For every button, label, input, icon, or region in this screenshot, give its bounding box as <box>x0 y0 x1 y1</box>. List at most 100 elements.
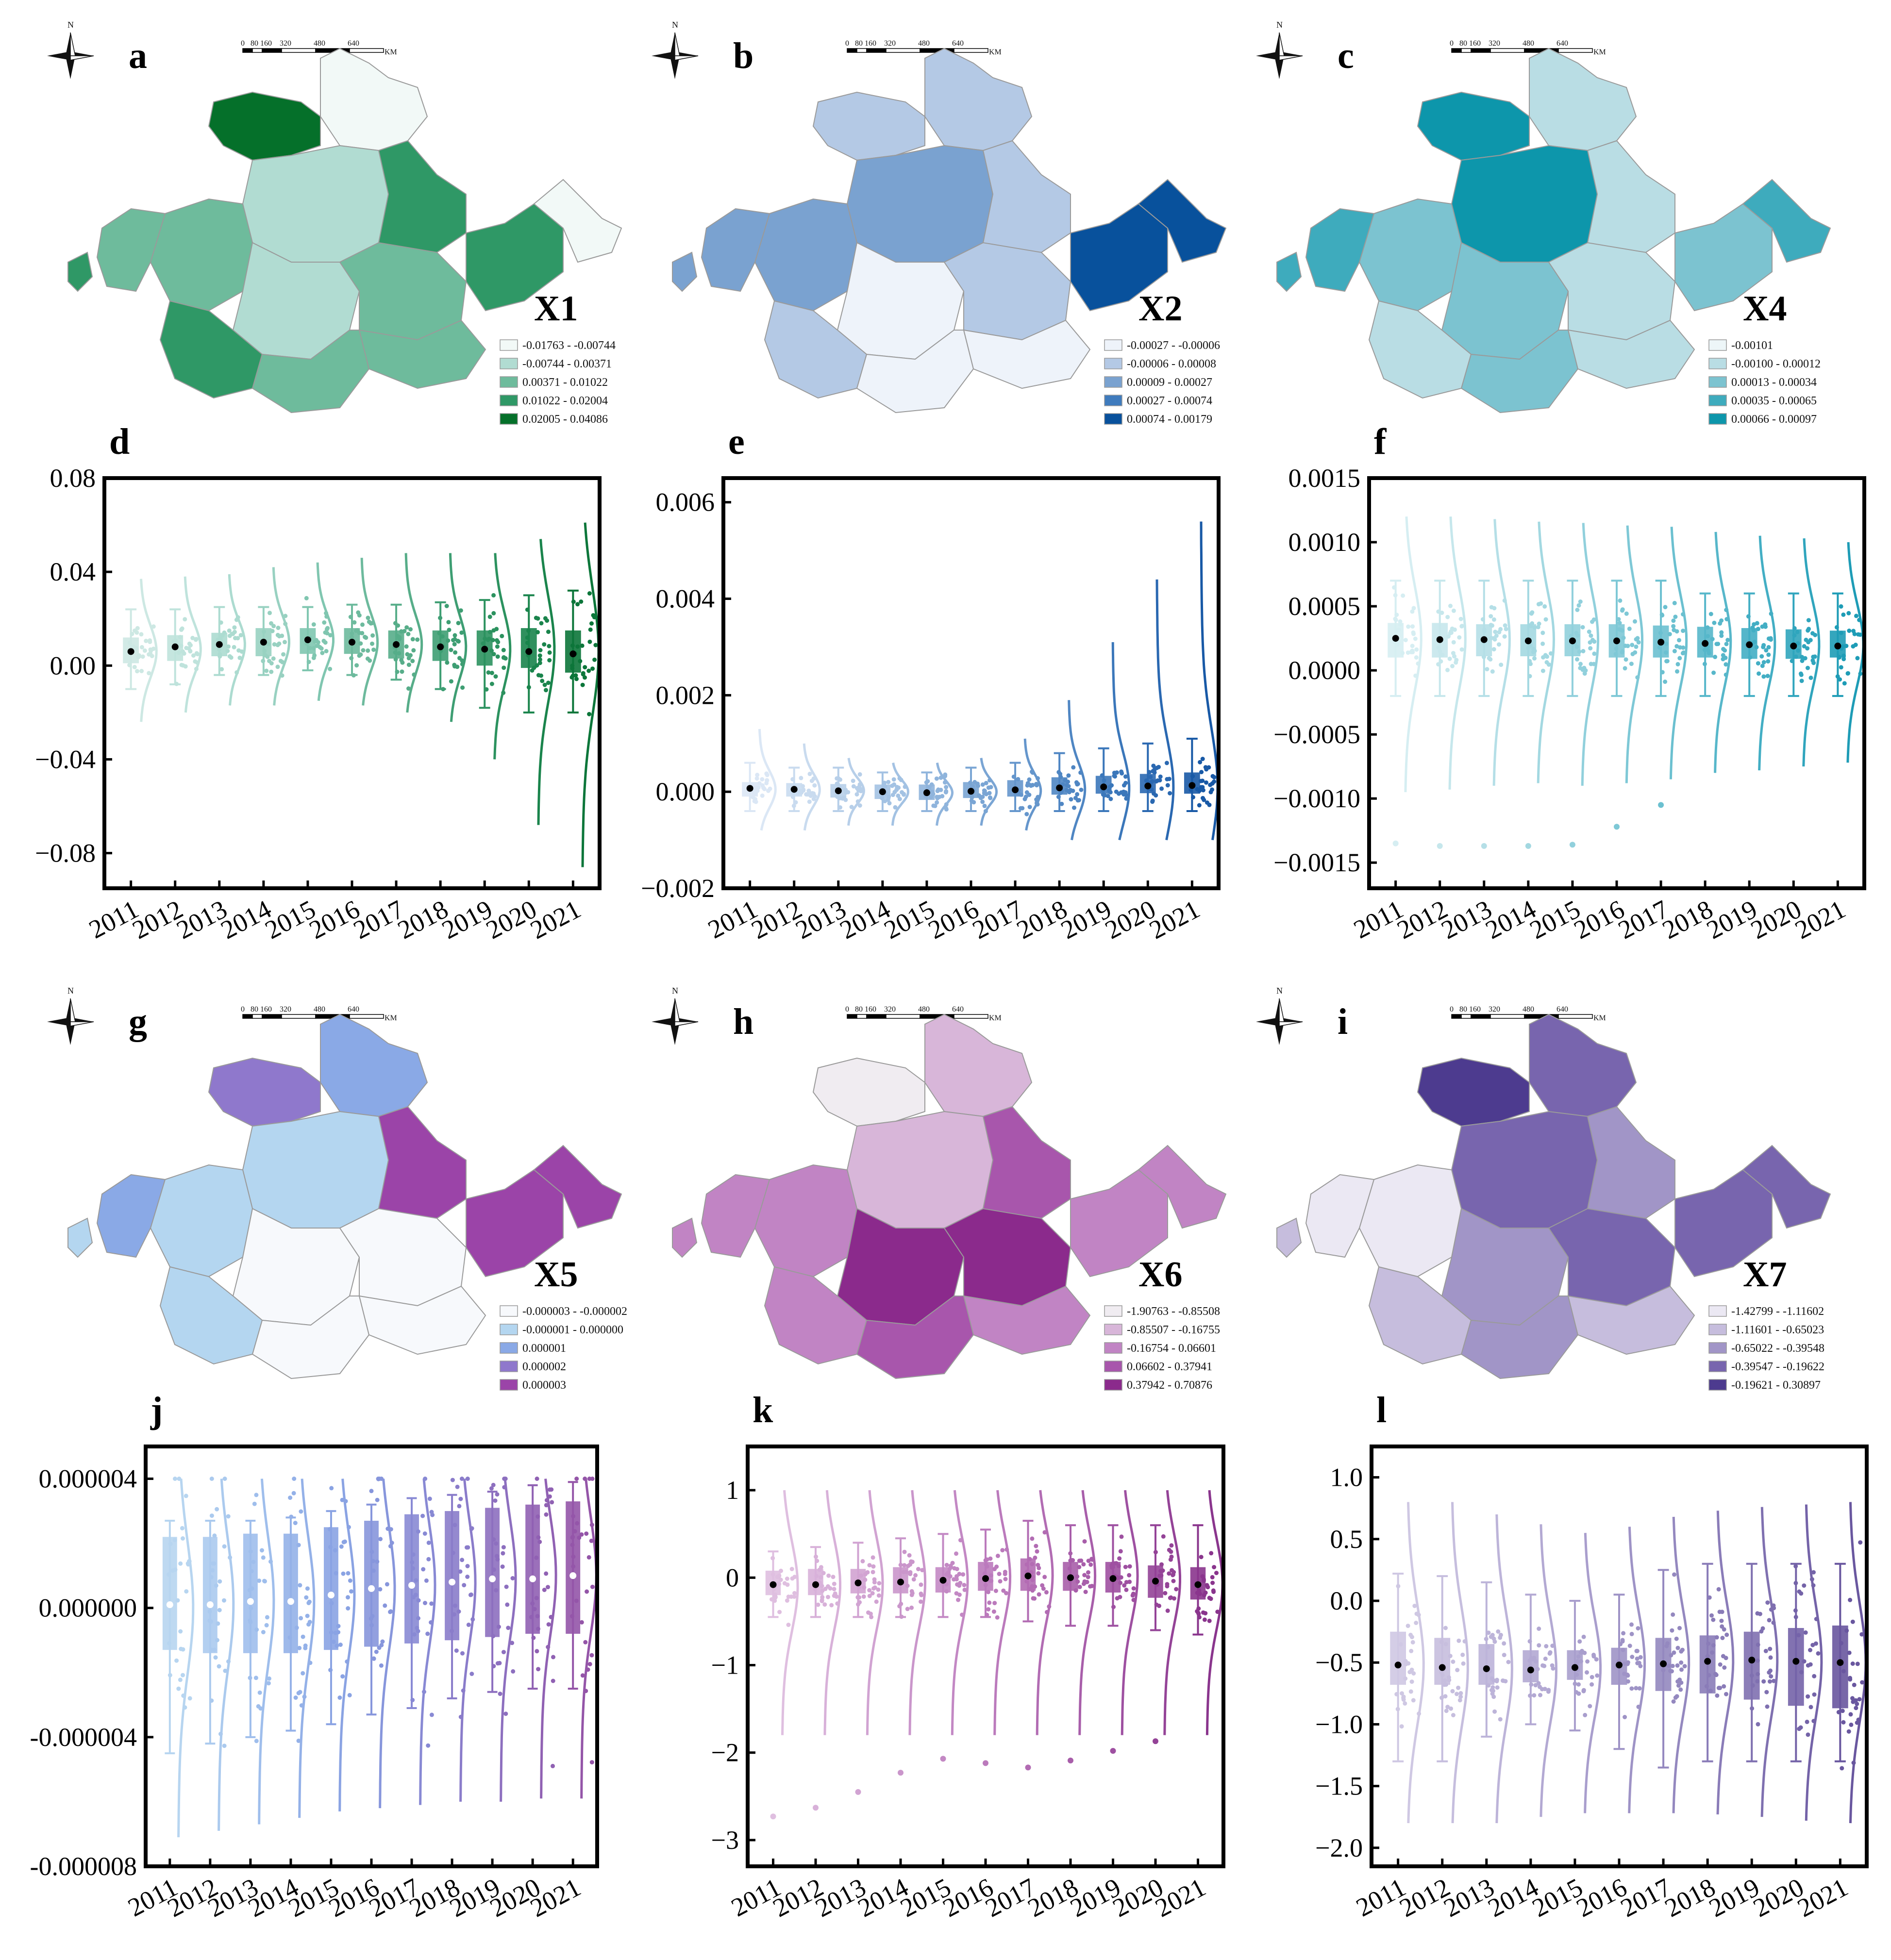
data-point <box>1551 1666 1556 1671</box>
data-point <box>807 799 812 804</box>
mean-marker <box>854 1579 862 1587</box>
data-point <box>586 1555 591 1560</box>
plot-area <box>742 521 1219 841</box>
data-point <box>460 662 465 666</box>
data-point <box>1675 1645 1680 1650</box>
legend-swatch <box>500 1305 518 1317</box>
data-point <box>233 636 237 641</box>
data-point <box>298 1583 302 1588</box>
data-point <box>913 1573 918 1578</box>
data-point <box>1211 1590 1216 1594</box>
mean-marker <box>1569 637 1576 645</box>
data-point <box>226 644 231 649</box>
mean-marker <box>1056 784 1063 792</box>
legend-swatch <box>500 1361 518 1372</box>
data-point <box>1718 1662 1723 1667</box>
data-point <box>547 650 552 655</box>
data-point <box>1537 1643 1541 1648</box>
data-point <box>1451 608 1456 613</box>
data-point <box>1585 1659 1590 1664</box>
data-point <box>420 1513 425 1518</box>
panel-label-e: e <box>728 421 745 462</box>
data-point <box>1131 1597 1136 1602</box>
data-point <box>465 1575 470 1579</box>
data-point <box>1208 790 1213 795</box>
data-point <box>537 657 542 662</box>
data-point <box>1806 1694 1810 1699</box>
map-region <box>1358 1164 1462 1278</box>
data-point <box>1400 1691 1404 1696</box>
data-point <box>360 631 365 635</box>
data-point <box>406 631 411 636</box>
y-tick-label: 0.0010 <box>1289 528 1361 557</box>
data-point <box>1715 1693 1720 1698</box>
data-point <box>1042 1575 1047 1579</box>
data-point <box>1457 1698 1462 1703</box>
scale-label: 640 <box>348 39 359 48</box>
data-point <box>304 596 309 600</box>
legend-item: -0.00100 - 0.00012 <box>1731 358 1821 370</box>
data-point <box>226 1659 231 1664</box>
data-point <box>1663 680 1668 684</box>
violin-curve <box>781 1490 799 1735</box>
data-point <box>469 1672 474 1676</box>
map-panel-a: a N 0 80 160 320 480 640 KM X1 -0.01763 - -0.00744… <box>47 20 622 426</box>
y-tick-label: 1 <box>726 1476 739 1505</box>
data-point <box>510 1641 515 1645</box>
mean-marker <box>790 786 798 793</box>
map-panel-b: b N 0 80 160 320 480 640 KM X2 -0.00027 - -0.00006… <box>652 20 1227 426</box>
data-point <box>1849 1722 1854 1727</box>
data-point <box>178 1629 183 1634</box>
data-point <box>537 661 542 665</box>
box <box>364 1521 379 1647</box>
y-tick-label: 0.000004 <box>39 1464 137 1494</box>
y-tick-label: −0.5 <box>1315 1648 1363 1677</box>
data-point <box>1809 1577 1814 1582</box>
data-point <box>1711 1617 1716 1622</box>
data-point <box>1082 1573 1087 1578</box>
data-point <box>891 777 896 782</box>
scale-label: 160 <box>865 39 876 48</box>
data-point <box>493 674 498 679</box>
data-point <box>1800 659 1805 663</box>
data-point <box>1447 656 1452 661</box>
data-point <box>1157 778 1162 782</box>
map-regions-c <box>1276 48 1831 414</box>
data-point <box>222 1477 227 1481</box>
panel-label-f: f <box>1374 421 1387 462</box>
data-point <box>1498 627 1503 631</box>
data-point <box>1205 800 1209 805</box>
data-point <box>1720 1636 1725 1640</box>
data-point <box>1761 660 1766 664</box>
data-point <box>871 1564 876 1569</box>
y-tick-label: −0.08 <box>35 839 96 868</box>
x-tick-label: 2021 <box>1144 895 1205 945</box>
data-point <box>540 679 545 683</box>
data-point <box>547 644 552 648</box>
data-point <box>1678 645 1682 650</box>
map-region <box>1305 1174 1375 1258</box>
data-point <box>1036 1571 1041 1576</box>
violin-curve <box>1625 525 1644 783</box>
data-point <box>320 650 325 655</box>
violin-curve <box>1714 532 1732 773</box>
box <box>324 1527 338 1650</box>
data-point <box>1766 659 1771 664</box>
violin-curve <box>1492 519 1511 786</box>
violin-curve <box>1407 1502 1425 1824</box>
legend-item: -0.85507 - -0.16755 <box>1127 1324 1220 1336</box>
data-point <box>408 653 413 658</box>
outlier-point <box>1153 1738 1158 1744</box>
data-point <box>1811 661 1816 665</box>
data-point <box>502 1485 507 1490</box>
data-point <box>1807 627 1811 631</box>
mean-marker <box>1194 1581 1202 1588</box>
data-point <box>264 1623 269 1628</box>
data-point <box>1037 1592 1041 1597</box>
data-point <box>1724 608 1729 613</box>
data-point <box>363 634 367 639</box>
box <box>1743 1631 1760 1700</box>
data-point <box>1846 611 1851 615</box>
data-point <box>174 1658 179 1663</box>
data-point <box>536 1667 541 1672</box>
